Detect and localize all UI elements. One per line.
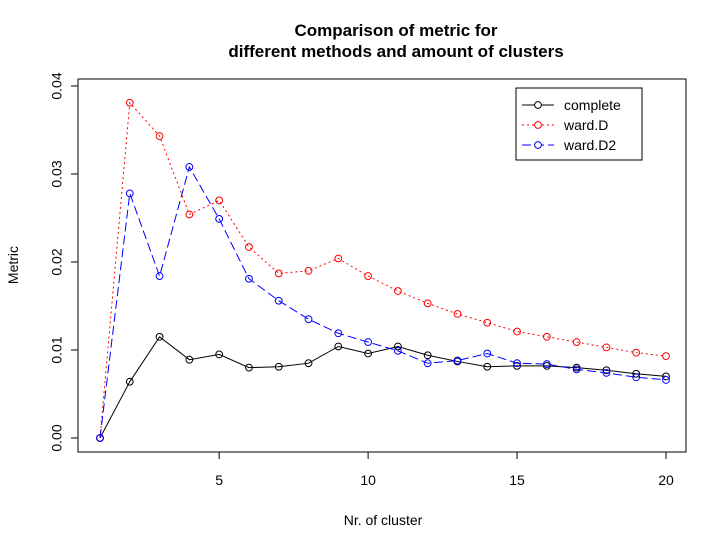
data-point	[155, 132, 164, 141]
data-point	[483, 349, 492, 358]
legend-marker	[534, 101, 542, 109]
series-complete	[96, 332, 670, 442]
legend-label: ward.D2	[563, 137, 616, 153]
data-point	[215, 214, 224, 223]
chart-title-line1: Comparison of metric for	[294, 21, 497, 40]
legend-label: ward.D	[563, 117, 608, 133]
data-point	[602, 366, 611, 375]
series-line	[99, 336, 667, 439]
data-point	[513, 327, 521, 336]
data-point	[185, 210, 194, 219]
data-point	[185, 355, 194, 364]
data-point	[245, 243, 253, 251]
data-point	[572, 365, 581, 374]
data-point	[423, 359, 432, 368]
legend-marker	[534, 121, 542, 129]
y-axis: 0.00 0.01 0.02 0.03 0.04	[49, 72, 79, 452]
data-point	[364, 349, 373, 358]
x-tick-label: 20	[658, 472, 674, 488]
data-point	[125, 377, 134, 386]
data-point	[334, 254, 343, 263]
series-layer	[96, 98, 670, 442]
legend: complete ward.D ward.D2	[515, 87, 643, 161]
x-axis: 5 10 15 20	[215, 451, 674, 488]
y-axis-label: Metric	[5, 246, 21, 284]
data-point	[245, 274, 253, 283]
series-line	[99, 165, 667, 439]
y-tick-label: 0.03	[49, 160, 65, 187]
data-point	[304, 315, 313, 324]
data-point	[334, 342, 343, 351]
data-point	[393, 346, 402, 355]
series-line	[99, 101, 667, 439]
data-point	[632, 348, 641, 357]
data-point	[513, 361, 521, 370]
data-point	[96, 434, 104, 442]
data-point	[245, 363, 253, 372]
data-point	[423, 299, 432, 308]
data-point	[572, 338, 581, 346]
series-ward.D2	[96, 163, 670, 442]
data-point	[274, 362, 283, 371]
data-point	[274, 269, 283, 278]
data-point	[662, 376, 670, 384]
data-point	[542, 332, 551, 341]
y-tick-label: 0.00	[49, 424, 65, 451]
data-point	[304, 359, 313, 368]
data-point	[483, 318, 492, 327]
data-point	[215, 350, 224, 359]
data-point	[453, 310, 462, 318]
data-point	[453, 356, 462, 365]
x-tick-label: 15	[509, 472, 525, 488]
y-tick-label: 0.02	[49, 248, 65, 275]
data-point	[155, 332, 164, 341]
data-point	[304, 266, 313, 275]
x-tick-label: 10	[360, 472, 376, 488]
data-point	[215, 196, 224, 205]
data-point	[662, 352, 670, 361]
chart-title-line2: different methods and amount of clusters	[228, 42, 563, 61]
y-tick-label: 0.01	[49, 336, 65, 363]
data-point	[364, 338, 373, 346]
data-point	[334, 329, 343, 338]
legend-marker	[534, 141, 542, 149]
data-point	[185, 163, 194, 171]
data-point	[423, 351, 432, 360]
x-axis-label: Nr. of cluster	[344, 512, 423, 528]
y-tick-label: 0.04	[49, 72, 65, 99]
data-point	[155, 272, 164, 280]
data-point	[393, 342, 402, 351]
data-point	[274, 296, 283, 305]
x-tick-label: 5	[215, 472, 223, 488]
data-point	[393, 287, 402, 295]
data-point	[542, 360, 551, 368]
data-point	[602, 368, 611, 377]
data-point	[364, 272, 373, 280]
data-point	[483, 362, 492, 371]
data-point	[513, 359, 521, 368]
data-point	[125, 98, 134, 107]
data-point	[632, 373, 641, 382]
data-point	[602, 343, 611, 352]
data-point	[125, 189, 134, 198]
legend-label: complete	[564, 97, 621, 113]
data-point	[632, 369, 641, 378]
